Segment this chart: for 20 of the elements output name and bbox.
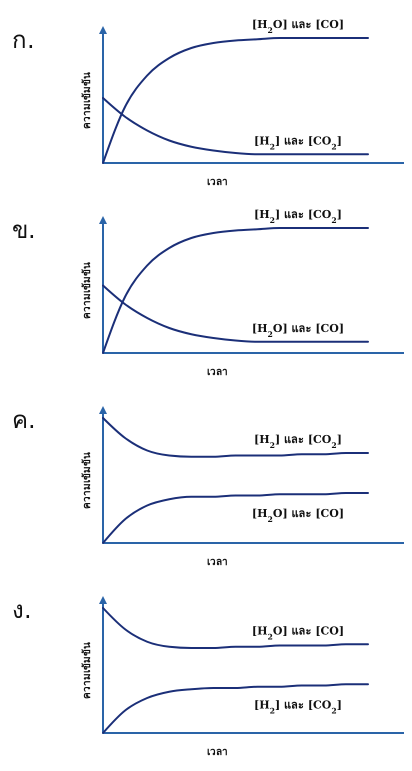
series-label: [H$_{2}$O] และ [CO] (252, 624, 344, 641)
series-label: [H$_{2}$] และ [CO$_{2}$] (254, 134, 342, 151)
x-axis-title: เวลา (207, 557, 228, 568)
y-axis-title: ความเข้มข้น (81, 452, 93, 509)
chart-title: ข. (12, 216, 36, 244)
series-label: [H$_{2}$] และ [CO$_{2}$] (254, 698, 342, 715)
x-axis-title: เวลา (207, 747, 228, 758)
chart-title: ค. (12, 406, 36, 434)
series-label: [H$_{2}$O] และ [CO] (252, 507, 344, 524)
series-label: [H$_{2}$O] และ [CO] (252, 18, 344, 34)
series-label: [H$_{2}$] และ [CO$_{2}$] (254, 433, 342, 450)
y-axis-title: ความเข้มข้น (81, 262, 93, 319)
series-label: [H$_{2}$O] และ [CO] (252, 322, 344, 338)
chart-title: ง. (12, 596, 32, 624)
chart-title: ก. (12, 26, 35, 54)
y-axis-title: ความเข้มข้น (81, 72, 93, 129)
series-label: [H$_{2}$] และ [CO$_{2}$] (254, 208, 342, 224)
y-axis-title: ความเข้มข้น (81, 642, 93, 699)
x-axis-title: เวลา (207, 367, 228, 378)
x-axis-title: เวลา (207, 177, 228, 188)
